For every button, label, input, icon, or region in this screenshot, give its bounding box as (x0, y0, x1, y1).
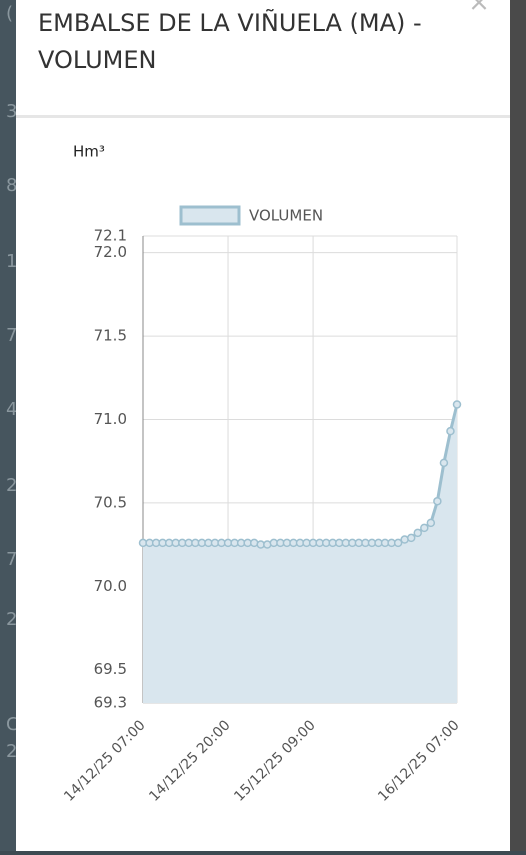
point (420, 523, 429, 533)
point (452, 400, 462, 409)
modal-title: EMBALSE DE LA VIÑUELA (MA) - (38, 7, 422, 37)
background-text: 7 (6, 325, 17, 346)
divider (16, 115, 510, 118)
y-tick-label: 69.3 (94, 694, 127, 712)
point (439, 458, 449, 468)
background-text: 1 (6, 251, 17, 272)
background-text: 3 (6, 101, 17, 122)
y-tick-label: 71.0 (94, 410, 127, 428)
modal-title: VOLUMEN (38, 46, 156, 74)
background-text: 8 (6, 175, 17, 196)
point (413, 528, 422, 538)
y-tick-label: 71.5 (94, 327, 127, 345)
area (143, 404, 457, 703)
backdrop-right (510, 0, 526, 851)
point (426, 518, 436, 528)
legend-label: VOLUMEN (249, 207, 323, 225)
background-text: ( (6, 3, 13, 24)
point (433, 496, 442, 506)
y-tick-label: 70.5 (94, 493, 127, 511)
backdrop-left (0, 0, 16, 851)
modal (16, 0, 510, 851)
y-tick-label: 72.1 (94, 227, 127, 245)
point (393, 538, 403, 548)
background-text: 2 (6, 475, 17, 496)
y-tick-label: 72.0 (94, 243, 127, 261)
y-axis-label: Hm³ (73, 143, 105, 161)
close-button[interactable]: × (468, 0, 490, 18)
point (406, 533, 416, 543)
background-text: 4 (6, 399, 17, 420)
y-tick-label: 70.0 (94, 577, 127, 595)
point (446, 426, 455, 436)
legend-swatch (179, 205, 241, 226)
background-text: 7 (6, 549, 17, 570)
y-tick-label: 69.5 (94, 660, 127, 678)
